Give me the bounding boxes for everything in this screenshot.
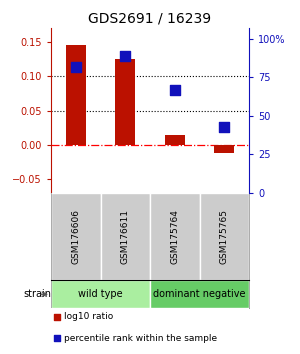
Bar xyxy=(51,280,150,308)
Point xyxy=(222,124,227,130)
Bar xyxy=(115,59,135,145)
Bar xyxy=(66,45,86,145)
Bar xyxy=(100,193,150,280)
Point xyxy=(73,64,78,70)
Text: GSM176611: GSM176611 xyxy=(121,209,130,264)
Bar xyxy=(165,135,185,145)
Text: log10 ratio: log10 ratio xyxy=(64,312,113,321)
Bar xyxy=(150,280,249,308)
Bar xyxy=(200,193,249,280)
Text: strain: strain xyxy=(23,289,51,299)
Text: GSM176606: GSM176606 xyxy=(71,209,80,264)
Bar xyxy=(51,193,100,280)
Text: percentile rank within the sample: percentile rank within the sample xyxy=(64,334,217,343)
Point xyxy=(55,314,59,320)
Point xyxy=(123,53,128,59)
Point xyxy=(172,87,177,93)
Text: GSM175764: GSM175764 xyxy=(170,209,179,264)
Point xyxy=(55,336,59,341)
Text: wild type: wild type xyxy=(78,289,123,299)
Text: dominant negative: dominant negative xyxy=(153,289,246,299)
Title: GDS2691 / 16239: GDS2691 / 16239 xyxy=(88,12,212,26)
Bar xyxy=(214,145,234,153)
Bar xyxy=(150,193,200,280)
Text: GSM175765: GSM175765 xyxy=(220,209,229,264)
